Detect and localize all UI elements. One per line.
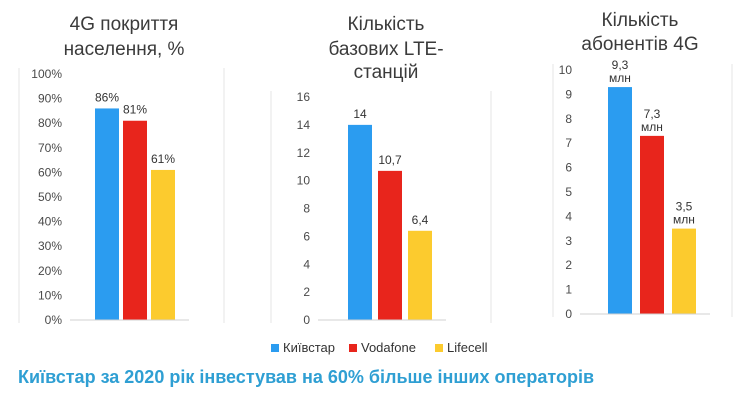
data-label: 7,3 [644, 107, 661, 121]
chart-panel-2: Кількість базових LTE-станцій 0 2 4 6 8 10 12 14 1… [270, 14, 492, 327]
chart-title-line: Кількість [602, 10, 679, 31]
y-tick-label: 60% [38, 165, 62, 179]
data-label: 14 [353, 107, 367, 121]
chart-title-line: Кількість [348, 14, 425, 35]
data-label-unit: млн [641, 120, 663, 134]
bar-Lifecell [408, 230, 432, 320]
legend-swatch [271, 344, 279, 352]
y-tick-label: 90% [38, 92, 62, 106]
footer-caption: Київстар за 2020 рік інвестував на 60% б… [18, 367, 595, 387]
bar-Vodafone [640, 135, 664, 314]
y-tick-label: 4 [303, 257, 310, 271]
chart-title-line: абонентів 4G [581, 34, 698, 55]
legend-label: Lifecell [447, 340, 488, 355]
y-tick-label: 6 [565, 161, 572, 175]
y-tick-label: 0 [303, 313, 310, 327]
data-label: 3,5 [676, 200, 693, 214]
y-tick-label: 0% [45, 313, 63, 327]
y-tick-label: 10 [297, 174, 311, 188]
chart-title-line: станцій [354, 62, 419, 83]
bar-Vodafone [123, 120, 147, 321]
data-label: 10,7 [378, 153, 402, 167]
y-tick-label: 10 [559, 63, 573, 77]
y-tick-label: 4 [565, 209, 572, 223]
y-tick-label: 20% [38, 264, 62, 278]
data-label: 9,3 [612, 58, 629, 72]
legend-label: Київстар [283, 340, 335, 355]
y-tick-label: 14 [297, 118, 311, 132]
data-label: 86% [95, 90, 119, 104]
y-tick-label: 50% [38, 190, 62, 204]
y-tick-label: 100% [31, 67, 62, 81]
bar-Київстар [608, 87, 632, 314]
data-label-unit: млн [673, 213, 695, 227]
y-tick-label: 9 [565, 87, 572, 101]
data-label: 81% [123, 103, 147, 117]
legend: Київстар Vodafone Lifecell [271, 340, 488, 355]
bar-Київстар [95, 108, 119, 320]
y-tick-label: 2 [303, 285, 310, 299]
y-tick-label: 8 [565, 112, 572, 126]
y-tick-label: 80% [38, 116, 62, 130]
y-tick-label: 3 [565, 234, 572, 248]
y-tick-label: 2 [565, 258, 572, 272]
y-tick-label: 5 [565, 185, 572, 199]
chart-panel-1: 4G покриття населення, % 0% 10% 20% 30% 40% 50%… [18, 14, 225, 327]
y-tick-label: 6 [303, 229, 310, 243]
legend-label: Vodafone [361, 340, 416, 355]
bar-Vodafone [378, 170, 402, 320]
chart-title-line: базових LTE- [328, 39, 443, 60]
bar-Lifecell [672, 228, 696, 314]
data-label: 61% [151, 152, 175, 166]
chart-title-line: 4G покриття [70, 14, 179, 35]
chart-title-line: населення, % [64, 39, 185, 60]
y-tick-label: 70% [38, 141, 62, 155]
y-tick-label: 8 [303, 202, 310, 216]
y-tick-label: 40% [38, 215, 62, 229]
y-tick-label: 16 [297, 90, 311, 104]
y-tick-label: 0 [565, 307, 572, 321]
y-tick-label: 1 [565, 283, 572, 297]
y-tick-label: 10% [38, 288, 62, 302]
data-label-unit: млн [609, 71, 631, 85]
data-label: 6,4 [412, 213, 429, 227]
legend-swatch [349, 344, 357, 352]
bar-Київстар [348, 124, 372, 320]
bar-Lifecell [151, 169, 175, 320]
y-tick-label: 7 [565, 136, 572, 150]
y-tick-label: 12 [297, 146, 311, 160]
legend-swatch [435, 344, 443, 352]
y-tick-label: 30% [38, 239, 62, 253]
